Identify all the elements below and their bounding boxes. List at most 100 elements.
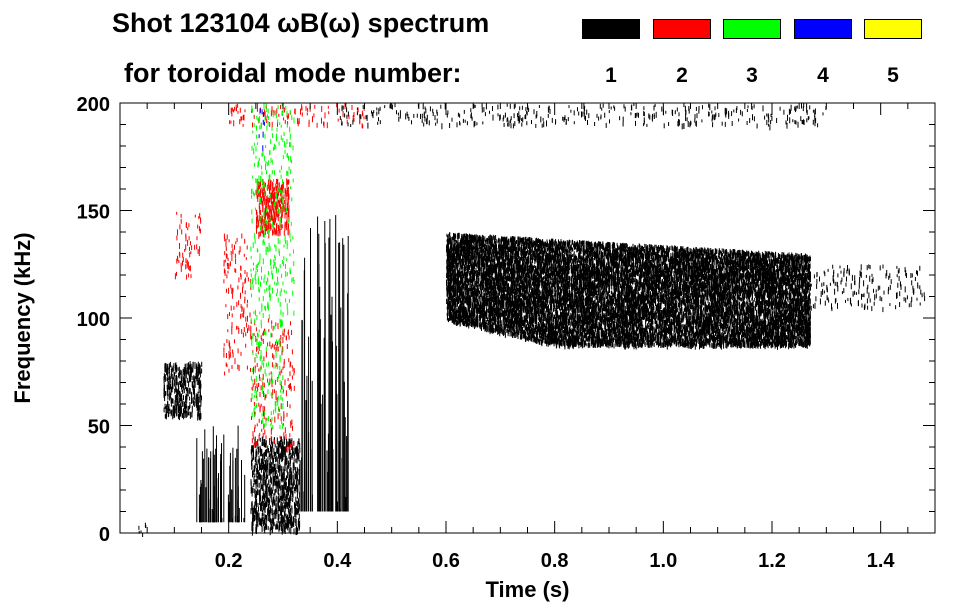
spectrum-point [269,471,271,476]
spectrum-point [251,528,253,536]
spectrum-point [280,465,282,471]
spectrum-point [254,488,256,494]
spectrum-point [310,228,311,512]
spectrum-point [297,474,299,480]
spectrum-point [273,447,275,454]
spectrum-point [499,324,501,329]
spectrum-point [526,121,528,126]
spectrum-point [814,121,816,127]
spectrum-point [678,112,680,117]
spectrum-point [283,526,285,533]
spectrum-point [251,491,253,497]
spectrum-point [286,457,288,464]
spectrum-point [643,327,645,332]
spectrum-point [264,440,266,448]
spectrum-point [167,387,169,393]
spectrum-point [510,123,512,129]
spectrum-point [227,494,229,523]
spectrum-point [199,368,201,375]
spectrum-point [670,303,672,308]
spectrum-point [802,120,804,125]
spectrum-point [573,110,575,116]
spectrum-point [356,111,358,116]
spectrum-point [667,247,669,253]
mode-1-region [446,232,811,350]
spectrum-point [273,518,275,526]
spectrum-point [653,115,655,119]
spectrum-point [308,336,310,512]
spectrum-point [570,109,572,113]
spectrum-point [535,259,537,263]
spectrum-point [272,471,274,478]
spectrum-point [258,512,260,519]
spectrum-point [296,471,297,478]
spectrum-point [183,385,185,390]
spectrum-point [259,445,261,453]
spectrum-point [665,110,667,114]
spectrum-point [538,105,540,108]
spectrum-point [260,507,262,512]
spectrum-point [188,375,190,382]
spectrum-point [726,108,728,115]
spectrum-point [175,366,177,374]
spectrum-point [726,318,728,324]
spectrum-point [807,116,809,121]
spectrum-point [547,106,549,113]
spectrum-point [281,510,283,517]
spectrum-point [297,527,298,535]
spectrum-point [264,502,265,507]
spectrum-point [265,524,267,530]
spectrum-point [754,291,756,297]
spectrum-point [483,107,485,113]
spectrum-point [649,266,650,271]
spectrum-point [286,458,287,465]
spectrum-point [817,123,819,128]
spectrum-point [663,301,665,304]
spectrum-point [194,380,196,387]
spectrum-point [648,113,650,119]
spectrum-point [295,484,297,490]
spectrum-point [196,406,198,412]
spectrum-point [255,509,257,516]
spectrum-point [255,514,257,521]
spectrum-point [183,400,185,407]
spectrum-point [379,120,381,125]
spectrum-point [584,113,586,120]
spectrum-point [706,268,708,274]
spectrum-point [274,500,276,505]
mode-1-region [138,522,147,537]
spectrum-point [261,502,263,507]
spectrum-point [324,387,326,512]
spectrum-point [197,371,199,377]
spectrum-point [287,486,289,492]
spectrum-point [451,117,453,122]
spectrum-point [254,493,256,498]
spectrum-point [399,115,401,119]
spectrum-point [591,260,593,266]
spectrum-point [591,250,593,254]
spectrum-point [269,454,271,460]
spectrum-point [555,287,557,292]
spectrum-point [260,518,261,526]
chart-title-line1: Shot 123104 ωB(ω) spectrum [112,8,489,39]
spectrum-point [506,118,508,123]
spectrum-point [598,285,600,292]
spectrum-point [687,121,689,127]
spectrum-point [263,513,265,519]
spectrum-point [266,495,268,503]
spectrum-point [293,516,295,523]
spectrum-point [492,114,494,121]
spectrum-point [516,319,518,325]
spectrum-point [635,305,637,309]
spectrum-point [516,327,518,333]
spectrum-point [213,515,214,523]
spectrum-point [282,456,283,462]
spectrum-point [263,505,265,511]
spectrum-point [296,507,297,515]
spectrum-point [168,390,170,397]
spectrum-point [261,517,263,525]
spectrum-point [272,489,273,494]
spectrum-point [652,336,654,343]
spectrum-point [798,314,799,318]
spectrum-point [210,451,212,523]
